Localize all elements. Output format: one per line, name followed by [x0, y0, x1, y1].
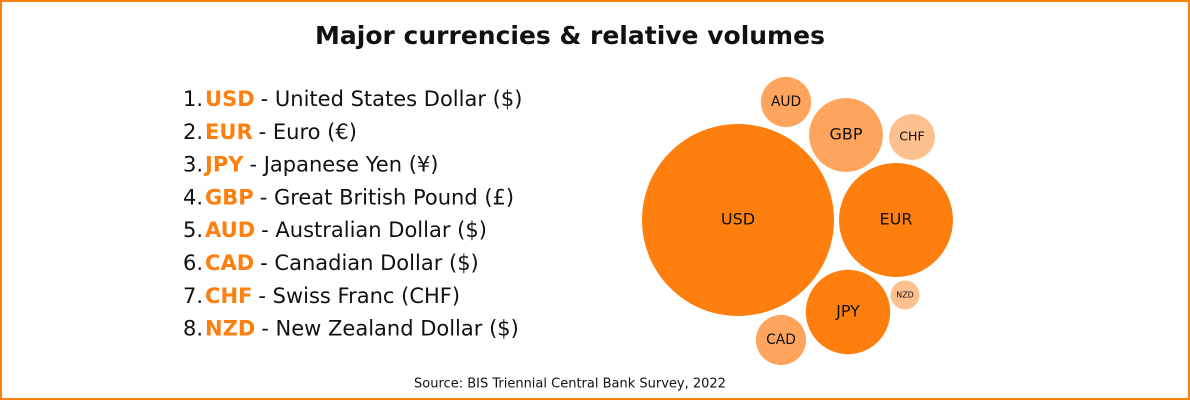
currency-code: EUR	[205, 120, 253, 144]
list-item: 3.JPY - Japanese Yen (¥)	[183, 153, 438, 177]
currency-code: USD	[205, 87, 255, 111]
currency-code: CAD	[205, 251, 254, 275]
bubble-label: EUR	[880, 210, 913, 229]
currency-name: - Canadian Dollar ($)	[260, 251, 479, 275]
currency-code: CHF	[205, 284, 252, 308]
list-number: 5.	[183, 218, 203, 242]
chart-title: Major currencies & relative volumes	[315, 21, 825, 50]
bubble-label: JPY	[835, 302, 860, 321]
currency-name: - Great British Pound (£)	[260, 185, 514, 209]
list-number: 8.	[183, 317, 203, 341]
currency-name: - Australian Dollar ($)	[261, 218, 487, 242]
source: Source: BIS Triennial Central Bank Surve…	[414, 377, 726, 392]
bubble	[755, 314, 807, 366]
list-item: 5.AUD - Australian Dollar ($)	[183, 218, 487, 242]
currency-name: - United States Dollar ($)	[261, 87, 523, 111]
currency-name: - Swiss Franc (CHF)	[258, 284, 460, 308]
list-item: 7.CHF - Swiss Franc (CHF)	[183, 284, 460, 308]
list-number: 4.	[183, 185, 203, 209]
bubble	[805, 269, 891, 355]
bubble-label: CHF	[899, 129, 924, 144]
currency-code: JPY	[203, 153, 244, 177]
list-number: 2.	[183, 120, 203, 144]
bubble-label: USD	[721, 210, 755, 229]
bubble-label: CAD	[766, 332, 796, 348]
list-item: 4.GBP - Great British Pound (£)	[183, 185, 514, 209]
bubble-label: AUD	[771, 94, 801, 110]
bubble	[760, 76, 812, 128]
list-item: 8.NZD - New Zealand Dollar ($)	[183, 317, 519, 341]
currency-code: AUD	[205, 218, 255, 242]
bubble	[890, 280, 920, 310]
currency-name: - Japanese Yen (¥)	[249, 153, 438, 177]
bubble	[839, 163, 953, 277]
bubble	[642, 124, 834, 316]
currency-name: - New Zealand Dollar ($)	[261, 317, 519, 341]
list-item: 1.USD - United States Dollar ($)	[183, 87, 522, 111]
list-number: 6.	[183, 251, 203, 275]
bubble-label: NZD	[896, 291, 914, 300]
list-number: 7.	[183, 284, 203, 308]
list-item: 6.CAD - Canadian Dollar ($)	[183, 251, 479, 275]
currency-code: GBP	[205, 185, 254, 209]
currency-code: NZD	[205, 317, 255, 341]
currency-name: - Euro (€)	[259, 120, 357, 144]
bubble-label: GBP	[829, 125, 862, 144]
list-number: 1.	[183, 87, 203, 111]
bubble	[889, 114, 935, 160]
bubble	[809, 98, 883, 172]
list-item: 2.EUR - Euro (€)	[183, 120, 357, 144]
list-number: 3.	[183, 153, 203, 177]
